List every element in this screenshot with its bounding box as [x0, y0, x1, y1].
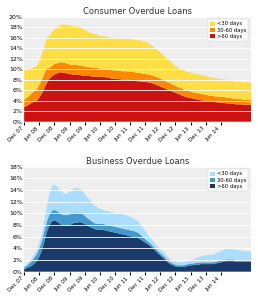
Legend: <30 days, 30-60 days, >60 days: <30 days, 30-60 days, >60 days	[208, 20, 248, 41]
Legend: <30 days, 30-60 days, >60 days: <30 days, 30-60 days, >60 days	[208, 169, 248, 191]
Title: Consumer Overdue Loans: Consumer Overdue Loans	[83, 7, 192, 16]
Title: Business Overdue Loans: Business Overdue Loans	[86, 157, 189, 166]
